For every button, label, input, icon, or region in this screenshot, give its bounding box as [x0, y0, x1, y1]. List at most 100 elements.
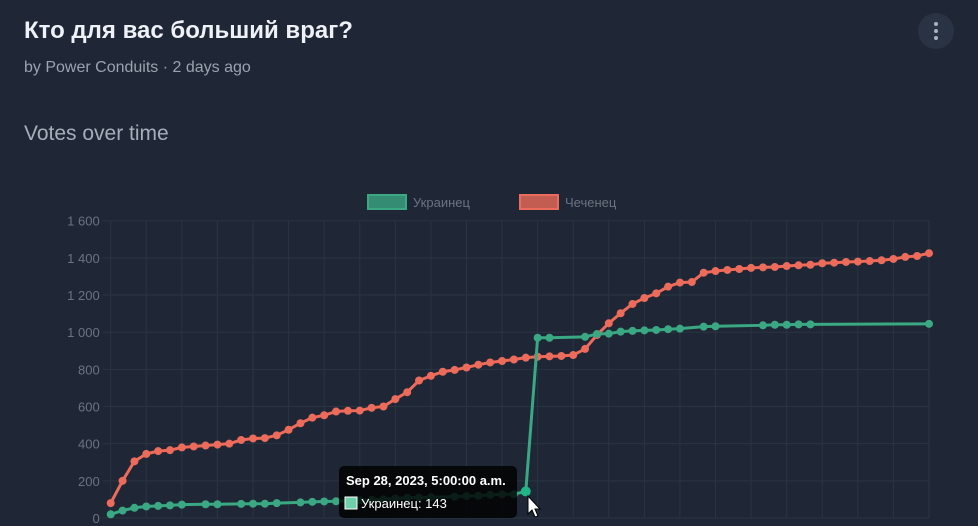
y-tick-label: 1 400 — [67, 251, 100, 266]
tooltip-title: Sep 28, 2023, 5:00:00 a.m. — [346, 473, 506, 488]
data-point — [841, 257, 850, 266]
data-point — [758, 321, 767, 330]
data-point — [450, 365, 459, 374]
data-point — [237, 435, 246, 444]
y-tick-label: 1 200 — [67, 288, 100, 303]
data-point — [664, 325, 673, 334]
tooltip-box — [339, 466, 517, 518]
data-point — [675, 324, 684, 333]
data-point — [747, 263, 756, 272]
data-point — [533, 333, 542, 342]
data-point — [201, 500, 210, 509]
data-point — [154, 447, 163, 456]
data-point — [770, 320, 779, 329]
data-point — [320, 411, 329, 420]
data-point — [616, 309, 625, 318]
y-tick-label: 800 — [78, 362, 100, 377]
data-point — [865, 257, 874, 266]
data-point — [213, 500, 222, 509]
data-point — [284, 425, 293, 434]
more-options-button[interactable] — [918, 13, 954, 49]
data-point — [355, 406, 364, 415]
data-point — [498, 356, 507, 365]
data-point — [521, 353, 530, 362]
data-point — [142, 502, 151, 511]
data-point — [118, 506, 127, 515]
data-point — [106, 510, 115, 519]
data-point — [165, 501, 174, 510]
data-point — [343, 406, 352, 415]
data-point — [308, 413, 317, 422]
data-point — [711, 267, 720, 276]
poll-byline: by Power Conduits · 2 days ago — [24, 59, 251, 76]
data-point — [426, 371, 435, 380]
data-point — [189, 442, 198, 451]
data-point — [272, 499, 281, 508]
data-point — [782, 262, 791, 271]
data-point — [925, 249, 933, 258]
data-point — [758, 263, 767, 272]
kebab-vertical-icon — [934, 36, 938, 40]
data-point — [581, 332, 590, 341]
data-point — [913, 252, 922, 261]
data-point — [723, 265, 732, 274]
poll-title: Кто для вас больший враг? — [24, 17, 353, 44]
kebab-vertical-icon — [934, 29, 938, 33]
data-point — [592, 330, 601, 339]
data-point — [320, 497, 329, 506]
legend-swatch — [367, 194, 407, 210]
data-point — [154, 501, 163, 510]
data-point — [545, 333, 554, 342]
kebab-vertical-icon — [934, 22, 938, 26]
data-point — [557, 351, 566, 360]
data-point — [628, 299, 637, 308]
data-point — [770, 262, 779, 271]
data-point — [379, 402, 388, 411]
data-point — [260, 434, 269, 443]
data-point — [640, 293, 649, 302]
data-point — [391, 395, 400, 404]
data-point — [806, 260, 815, 269]
data-point — [794, 261, 803, 270]
data-point — [237, 499, 246, 508]
mouse-cursor-icon — [527, 494, 542, 518]
data-point — [675, 278, 684, 287]
y-tick-label: 400 — [78, 437, 100, 452]
legend-label: Чеченец — [565, 195, 617, 210]
series-line-1 — [109, 251, 930, 504]
y-tick-label: 200 — [78, 474, 100, 489]
data-point — [177, 500, 186, 509]
data-point — [616, 327, 625, 336]
hovered-point — [520, 486, 531, 497]
data-point — [177, 443, 186, 452]
data-point — [545, 352, 554, 361]
y-tick-label: 1 600 — [67, 214, 100, 229]
data-point — [118, 476, 127, 485]
data-point — [628, 326, 637, 335]
y-tick-label: 0 — [92, 511, 99, 526]
data-point — [818, 259, 827, 268]
tooltip-label: Украинец: 143 — [361, 496, 447, 511]
data-point — [249, 499, 258, 508]
data-point — [308, 497, 317, 506]
data-point — [604, 319, 613, 328]
data-point — [664, 282, 673, 291]
data-point — [296, 419, 305, 428]
data-point — [130, 457, 139, 466]
data-point — [142, 449, 151, 458]
legend-label: Украинец — [413, 195, 470, 210]
data-point — [415, 376, 424, 385]
data-point — [794, 320, 803, 329]
data-point — [486, 358, 495, 367]
legend-swatch — [519, 194, 559, 210]
data-point — [735, 265, 744, 274]
y-tick-label: 1 000 — [67, 325, 100, 340]
data-point — [901, 252, 910, 261]
data-point — [249, 434, 258, 443]
data-point — [877, 256, 886, 265]
data-point — [272, 431, 281, 440]
data-point — [260, 499, 269, 508]
data-point — [711, 322, 720, 331]
series-line-0 — [110, 322, 930, 516]
